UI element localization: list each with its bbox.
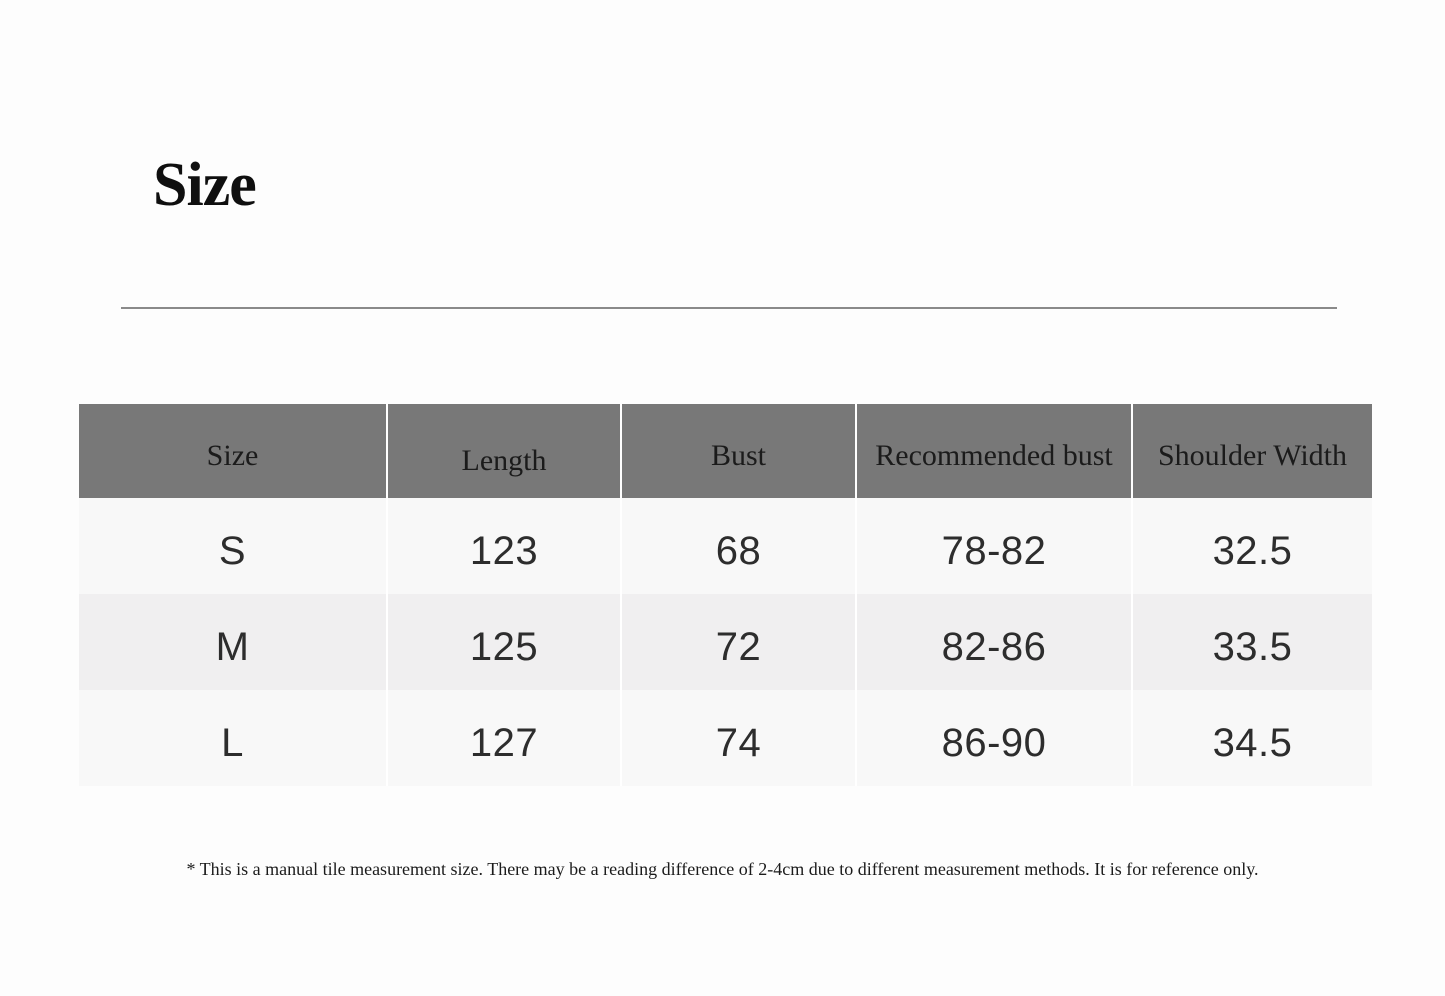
size-table: Size Length Bust Recommended bust Should… <box>79 404 1372 786</box>
table-row-l: L 127 74 86-90 34.5 <box>79 690 1372 786</box>
cell-shoulder-width: 34.5 <box>1131 690 1372 786</box>
table-header-row: Size Length Bust Recommended bust Should… <box>79 404 1372 498</box>
table-row-m: M 125 72 82-86 33.5 <box>79 594 1372 690</box>
cell-size: L <box>79 690 386 786</box>
column-header-label: Shoulder Width <box>1157 439 1348 472</box>
column-header-label: Size <box>206 439 259 472</box>
cell-length: 127 <box>386 690 620 786</box>
cell-size: S <box>79 498 386 594</box>
cell-recommended-bust: 86-90 <box>855 690 1131 786</box>
table-row-s: S 123 68 78-82 32.5 <box>79 498 1372 594</box>
cell-recommended-bust: 78-82 <box>855 498 1131 594</box>
page-title: Size <box>153 151 257 219</box>
column-header-bust: Bust <box>620 404 855 498</box>
cell-shoulder-width: 33.5 <box>1131 594 1372 690</box>
column-header-label: Recommended bust <box>875 439 1113 472</box>
measurement-disclaimer: * This is a manual tile measurement size… <box>186 859 1259 879</box>
cell-length: 125 <box>386 594 620 690</box>
column-header-shoulder-width: Shoulder Width <box>1131 404 1372 498</box>
divider-line <box>121 307 1337 309</box>
column-header-label: Bust <box>710 439 767 472</box>
column-header-label: Length <box>461 444 547 477</box>
column-header-recommended-bust: Recommended bust <box>855 404 1131 498</box>
cell-size: M <box>79 594 386 690</box>
cell-bust: 68 <box>620 498 855 594</box>
column-header-size: Size <box>79 404 386 498</box>
cell-recommended-bust: 82-86 <box>855 594 1131 690</box>
column-header-length: Length <box>386 404 620 498</box>
cell-bust: 74 <box>620 690 855 786</box>
cell-length: 123 <box>386 498 620 594</box>
cell-shoulder-width: 32.5 <box>1131 498 1372 594</box>
cell-bust: 72 <box>620 594 855 690</box>
